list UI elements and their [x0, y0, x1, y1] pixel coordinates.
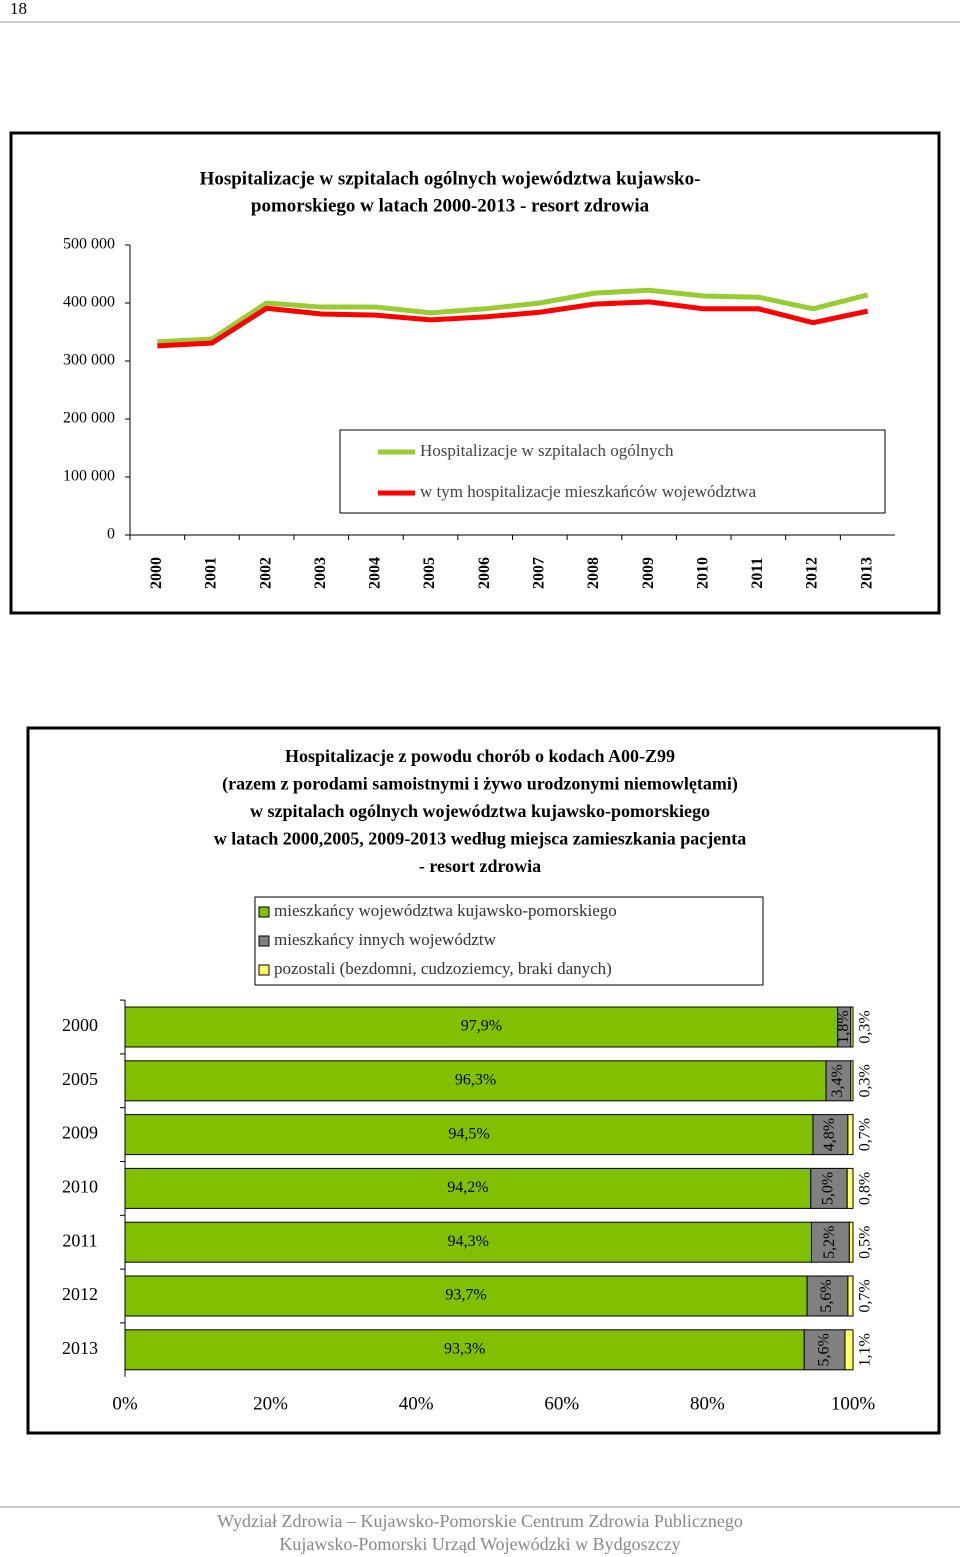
chart-frame [9, 131, 941, 615]
chart-title: Hospitalizacje z powodu chorób o kodach … [285, 746, 675, 766]
bar-segment [850, 1060, 854, 1102]
legend-swatch [258, 935, 270, 947]
data-label: 94,5% [448, 1125, 489, 1142]
y-tick-label: 2000 [62, 1015, 98, 1035]
data-label: 0,8% [857, 1172, 874, 1205]
bar-segment [844, 1329, 854, 1371]
x-tick-label: 0% [112, 1393, 138, 1414]
x-tick-label: 2006 [476, 557, 493, 589]
x-tick-label: 2011 [749, 557, 766, 588]
data-label: 97,9% [461, 1018, 502, 1035]
legend-box [339, 429, 886, 514]
chart-title: (razem z porodami samoistnymi i żywo uro… [222, 774, 738, 795]
y-tick-label: 2011 [62, 1230, 97, 1250]
x-tick-label: 100% [831, 1393, 876, 1414]
bar-segment [848, 1221, 854, 1263]
data-label: 94,3% [448, 1233, 489, 1250]
data-label: 5,6% [815, 1333, 832, 1366]
bar-segment [124, 1221, 813, 1263]
data-label: 1,1% [857, 1333, 874, 1366]
y-tick-label: 200 000 [63, 410, 115, 427]
chart-title: Hospitalizacje w szpitalach ogólnych woj… [200, 168, 701, 189]
legend-label: mieszkańcy innych województw [274, 930, 497, 949]
y-tick-label: 500 000 [63, 236, 115, 253]
data-label: 93,7% [445, 1287, 486, 1304]
bar-segment [846, 1167, 854, 1209]
legend-label: w tym hospitalizacje mieszkańców wojewód… [420, 482, 757, 501]
chart-title: pomorskiego w latach 2000-2013 - resort … [251, 195, 650, 216]
data-label: 94,2% [447, 1179, 488, 1196]
bar-segment [825, 1060, 852, 1102]
x-tick-label: 2009 [640, 557, 657, 589]
x-tick-label: 2013 [858, 557, 875, 589]
data-label: 3,4% [829, 1064, 846, 1097]
legend-label: Hospitalizacje w szpitalach ogólnych [420, 441, 674, 460]
legend-label: pozostali (bezdomni, cudzoziemcy, braki … [274, 959, 612, 978]
y-tick-label: 2013 [62, 1338, 98, 1358]
chart-title: - resort zdrowia [419, 856, 541, 876]
data-label: 5,0% [820, 1172, 837, 1205]
data-label: 93,3% [444, 1340, 485, 1357]
legend-box [254, 896, 764, 986]
bar-segment [810, 1167, 848, 1209]
chart-title: w latach 2000,2005, 2009-2013 według mie… [214, 829, 746, 849]
bar-segment [124, 1114, 814, 1156]
data-label: 5,2% [821, 1226, 838, 1259]
y-tick-label: 100 000 [63, 468, 115, 485]
data-label: 0,5% [857, 1226, 874, 1259]
x-tick-label: 2012 [804, 557, 821, 589]
bar-segment [847, 1275, 854, 1317]
bar-segment [124, 1006, 839, 1048]
data-label: 5,6% [818, 1279, 835, 1312]
x-tick-label: 2001 [203, 557, 220, 589]
y-tick-label: 0 [107, 526, 115, 543]
legend-label: mieszkańcy województwa kujawsko-pomorski… [274, 901, 617, 920]
y-tick-label: 400 000 [63, 294, 115, 311]
x-tick-label: 2003 [312, 557, 329, 589]
x-tick-label: 2005 [421, 557, 438, 589]
x-tick-label: 20% [253, 1393, 288, 1414]
bar-segment [124, 1167, 812, 1209]
x-tick-label: 2008 [585, 557, 602, 589]
bar-segment [812, 1114, 849, 1156]
data-label: 1,8% [835, 1010, 852, 1043]
bar-segment [850, 1006, 854, 1048]
data-label: 4,8% [821, 1118, 838, 1151]
x-tick-label: 40% [399, 1393, 434, 1414]
bar-segment [124, 1329, 805, 1371]
x-tick-label: 80% [690, 1393, 725, 1414]
page-number: 18 [10, 0, 27, 18]
series-line [157, 287, 869, 345]
bar-segment [124, 1275, 808, 1317]
x-tick-label: 60% [544, 1393, 579, 1414]
y-tick-label: 2005 [62, 1069, 98, 1089]
y-tick-label: 2009 [62, 1123, 98, 1143]
x-tick-label: 2010 [694, 557, 711, 589]
bar-segment [806, 1275, 849, 1317]
bar-segment [124, 1060, 827, 1102]
legend-swatch [258, 906, 270, 918]
bar-segment [811, 1221, 850, 1263]
x-tick-label: 2007 [530, 557, 547, 589]
data-label: 0,3% [857, 1064, 874, 1097]
footer-line: Kujawsko-Pomorski Urząd Wojewódzki w Byd… [279, 1534, 680, 1554]
y-tick-label: 2012 [62, 1284, 98, 1304]
data-label: 96,3% [455, 1071, 496, 1088]
data-label: 0,7% [857, 1118, 874, 1151]
y-tick-label: 300 000 [63, 352, 115, 369]
data-label: 0,7% [857, 1279, 874, 1312]
legend-swatch [258, 964, 270, 976]
series-line [157, 299, 869, 349]
bar-segment [847, 1114, 854, 1156]
data-label: 0,3% [857, 1010, 874, 1043]
y-tick-label: 2010 [62, 1177, 98, 1197]
x-tick-label: 2004 [367, 557, 384, 589]
chart-title: w szpitalach ogólnych województwa kujaws… [250, 801, 710, 821]
x-tick-label: 2000 [148, 557, 165, 589]
footer-line: Wydział Zdrowia – Kujawsko-Pomorskie Cen… [217, 1511, 743, 1531]
x-tick-label: 2002 [257, 557, 274, 589]
